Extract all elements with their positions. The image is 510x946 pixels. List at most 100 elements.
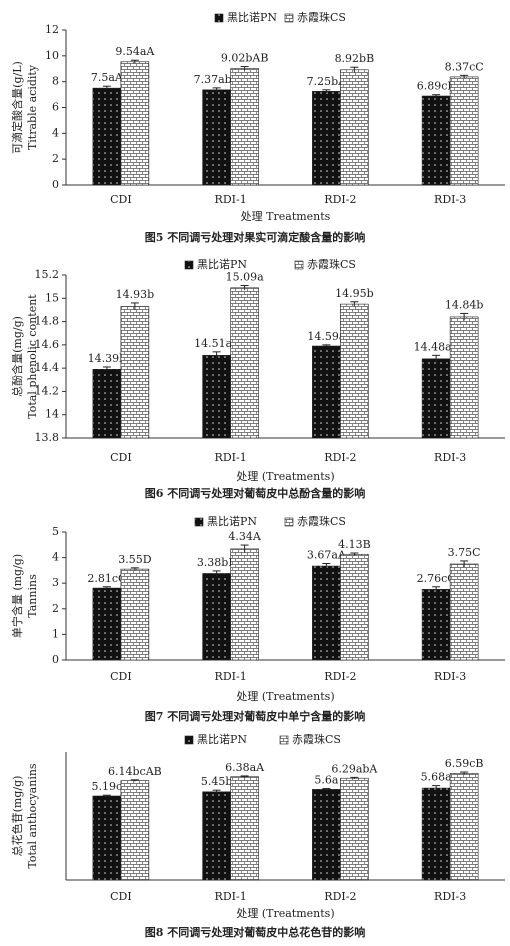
value-label: 5.19c: [92, 780, 123, 793]
error-bar: [130, 59, 139, 64]
value-label: 6.29abA: [331, 762, 378, 775]
legend-label: 赤霞珠CS: [307, 257, 356, 271]
bar: [312, 345, 341, 439]
bar: [230, 68, 259, 186]
error-bar: [322, 788, 331, 791]
error-bar: [102, 85, 111, 91]
x-tick-label: RDI-3: [434, 670, 466, 683]
y-tick-label: 14: [45, 408, 59, 421]
error-bar: [212, 351, 221, 359]
y-tick-label: 2: [52, 602, 59, 615]
legend-label: 黑比诺PN: [207, 515, 257, 528]
bar: [449, 316, 479, 439]
bar: [421, 589, 451, 661]
bar: [230, 287, 259, 439]
legend-swatch: [294, 260, 304, 270]
bar: [449, 563, 479, 661]
value-label: 2.81cC: [87, 572, 126, 585]
x-tick-label: CDI: [110, 890, 132, 903]
x-tick-label: CDI: [110, 451, 132, 464]
legend-swatch: [284, 517, 294, 527]
bar: [92, 795, 122, 881]
y-tick-label: 5: [52, 525, 59, 538]
x-axis-label: 处理 (Treatments): [236, 470, 334, 483]
y-tick-label: 14.6: [35, 338, 60, 351]
x-tick-label: RDI-2: [324, 890, 356, 903]
y-tick-label: 14.2: [35, 384, 60, 397]
value-label: 2.76cC: [417, 572, 456, 585]
legend-swatch: [184, 735, 194, 745]
figure-caption: 图8 不同调亏处理对葡萄皮中总花色苷的影响: [145, 925, 365, 939]
error-bar: [102, 794, 111, 797]
value-label: 9.02bAB: [221, 52, 269, 65]
x-tick-label: RDI-1: [215, 890, 247, 903]
x-tick-label: RDI-2: [324, 451, 356, 464]
error-bar: [240, 544, 249, 553]
x-tick-label: RDI-3: [434, 451, 466, 464]
error-bar: [102, 366, 111, 372]
error-bar: [240, 66, 249, 71]
error-bar: [102, 586, 111, 590]
bar: [230, 548, 259, 661]
value-label: 3.55D: [118, 553, 151, 566]
bar: [120, 568, 150, 661]
value-label: 6.38aA: [225, 761, 265, 774]
value-label: 7.37abA: [194, 73, 241, 86]
value-label: 4.13B: [338, 538, 371, 551]
legend-label: 黑比诺PN: [197, 258, 247, 271]
y-axis-label: Total anthocyanins: [26, 763, 39, 868]
y-axis-label: Tannins: [26, 574, 39, 618]
value-label: 3.67aA: [307, 548, 347, 561]
value-label: 8.92bB: [335, 52, 375, 65]
bar: [421, 787, 451, 881]
error-bar: [432, 586, 441, 592]
error-bar: [432, 354, 441, 363]
y-tick-label: 4: [52, 551, 59, 564]
error-bar: [460, 312, 469, 321]
legend-label: 赤霞珠CS: [297, 10, 346, 24]
legend-swatch: [194, 517, 204, 527]
error-bar: [350, 301, 359, 307]
error-bar: [212, 87, 221, 92]
y-axis-label: Titrable acidity: [26, 64, 39, 150]
legend-label: 黑比诺PN: [197, 733, 247, 746]
bar: [202, 791, 231, 881]
y-tick-label: 4: [52, 126, 59, 139]
legend-swatch: [184, 260, 194, 270]
bar: [421, 95, 451, 186]
value-label: 6.59cB: [445, 757, 484, 770]
error-bar: [460, 74, 469, 79]
value-label: 14.95b: [335, 287, 374, 300]
error-bar: [322, 89, 331, 93]
error-bar: [130, 567, 139, 571]
value-label: 5.6a: [314, 774, 338, 787]
error-bar: [432, 94, 441, 98]
legend-label: 赤霞珠CS: [297, 514, 346, 528]
y-axis-label: 总酚含量(mg/g): [10, 316, 24, 397]
error-bar: [130, 779, 139, 782]
bar: [92, 369, 122, 439]
value-label: 5.45b: [201, 775, 233, 788]
x-tick-label: RDI-2: [324, 670, 356, 683]
figure-caption: 图5 不同调亏处理对果实可滴定酸含量的影响: [145, 230, 365, 244]
y-tick-label: 8: [52, 75, 59, 88]
figure-caption: 图7 不同调亏处理对葡萄皮中单宁含量的影响: [145, 709, 365, 723]
y-tick-label: 14.4: [35, 361, 60, 374]
value-label: 7.25bA: [307, 75, 348, 88]
bar: [312, 789, 341, 881]
bar: [202, 355, 231, 439]
x-tick-label: RDI-1: [215, 670, 247, 683]
bar: [340, 553, 369, 661]
value-label: 14.84b: [445, 298, 484, 311]
bar: [340, 777, 369, 881]
y-tick-label: 13.8: [35, 431, 60, 444]
y-axis-label: Total phenolic content: [26, 294, 39, 419]
value-label: 14.59a: [307, 330, 345, 343]
value-label: 15.09a: [226, 270, 264, 283]
legend-swatch: [279, 735, 289, 745]
x-axis-label: 处理 (Treatments): [236, 690, 334, 703]
value-label: 5.68a: [421, 771, 452, 784]
y-tick-label: 15.2: [35, 268, 60, 281]
